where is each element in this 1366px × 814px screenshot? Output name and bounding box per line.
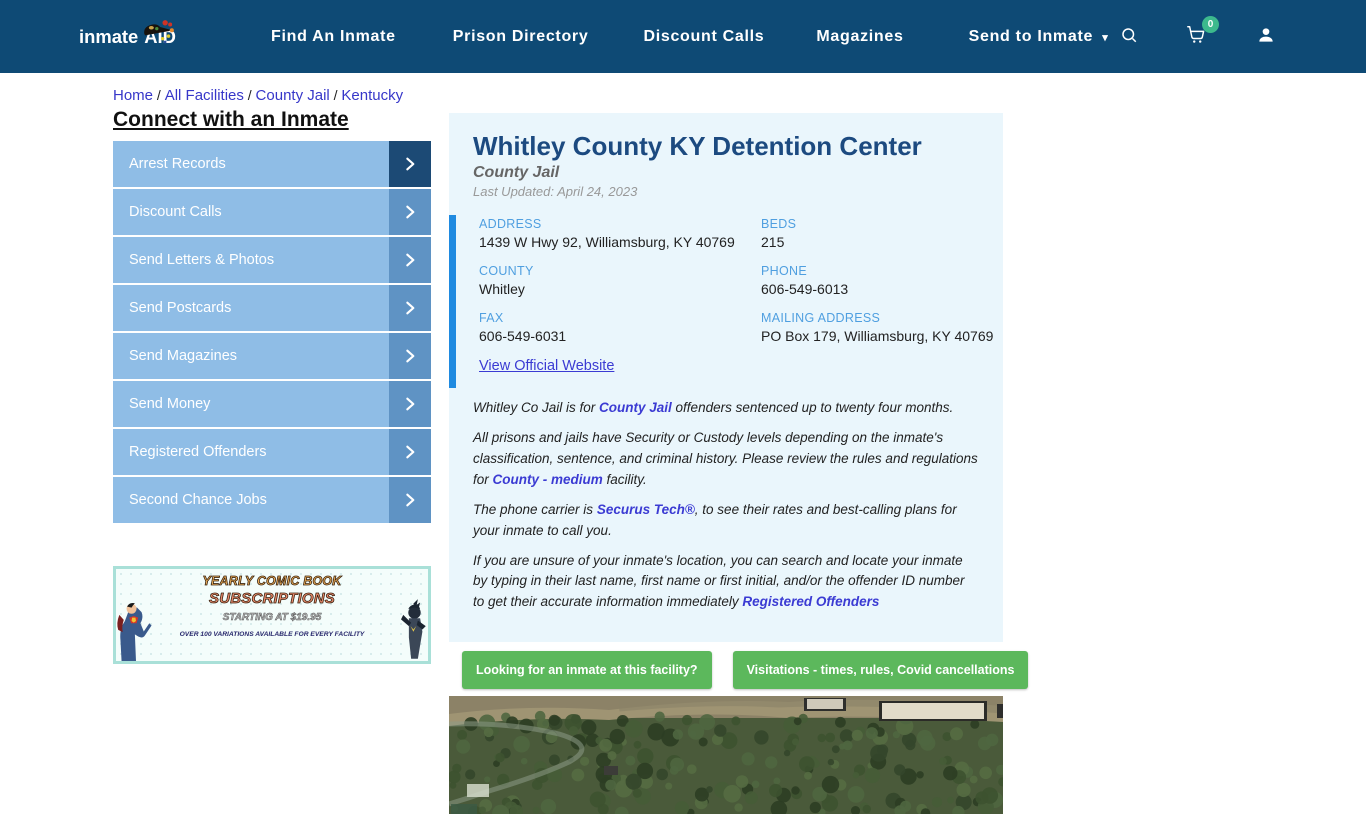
svg-text:inmate: inmate: [79, 25, 138, 46]
